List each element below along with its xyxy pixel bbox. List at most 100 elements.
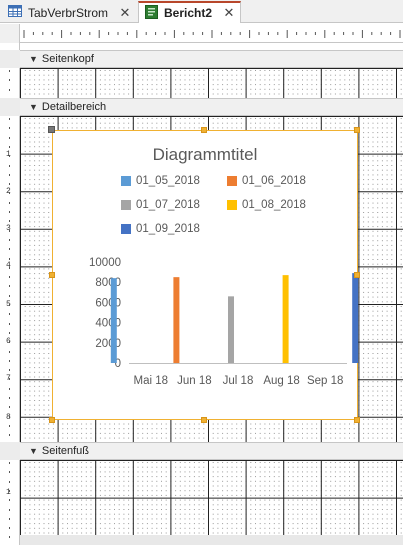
grid-dot bbox=[302, 74, 303, 76]
tab-bericht2[interactable]: Bericht2 ✕ bbox=[138, 1, 241, 23]
grid-dot bbox=[48, 235, 50, 237]
grid-dot bbox=[29, 93, 31, 95]
grid-dot bbox=[306, 93, 308, 95]
ruler-number: 7 bbox=[6, 374, 11, 383]
grid-dot bbox=[292, 127, 294, 129]
grid-dot bbox=[38, 183, 40, 185]
grid-dot bbox=[302, 423, 303, 425]
grid-dot bbox=[400, 84, 402, 86]
grid-dot bbox=[146, 127, 148, 129]
close-icon[interactable]: ✕ bbox=[223, 5, 235, 20]
grid-dot bbox=[306, 432, 308, 434]
grid-dot bbox=[62, 79, 64, 81]
grid-dot bbox=[52, 432, 54, 434]
grid-dot bbox=[128, 88, 130, 90]
ruler-tick bbox=[9, 462, 10, 464]
grid-dot bbox=[330, 79, 332, 81]
grid-dot bbox=[29, 432, 31, 434]
grid-dot bbox=[29, 381, 31, 383]
grid-dot bbox=[29, 136, 31, 138]
grid-dot bbox=[278, 127, 280, 129]
grid-dot bbox=[306, 437, 308, 439]
grid-dot bbox=[34, 230, 36, 232]
grid-dot bbox=[264, 88, 266, 90]
section-bar-detail[interactable]: ▼ Detailbereich bbox=[20, 98, 403, 116]
grid-dot bbox=[34, 150, 36, 152]
grid-dot bbox=[29, 118, 31, 119]
grid-dot bbox=[43, 216, 45, 218]
grid-dot bbox=[316, 93, 318, 95]
grid-dot bbox=[62, 432, 64, 434]
grid-dot bbox=[85, 70, 87, 71]
grid-dot bbox=[24, 212, 26, 213]
grid-dot bbox=[175, 93, 177, 95]
grid-dot bbox=[184, 118, 186, 119]
page-header-grid[interactable] bbox=[20, 68, 403, 98]
grid-dot bbox=[38, 259, 40, 260]
grid-dot bbox=[193, 122, 195, 124]
grid-dot bbox=[24, 79, 26, 81]
grid-dot bbox=[372, 79, 374, 81]
tab-tabverbrstrom[interactable]: TabVerbrStrom ✕ bbox=[2, 2, 136, 23]
grid-dot bbox=[240, 84, 242, 86]
grid-dot bbox=[250, 122, 252, 124]
grid-dot bbox=[240, 127, 242, 129]
grid-dot bbox=[24, 127, 26, 129]
ruler-tick bbox=[9, 173, 10, 176]
grid-dot bbox=[146, 79, 148, 81]
grid-dot bbox=[104, 127, 106, 129]
grid-dot bbox=[52, 79, 54, 81]
grid-dot bbox=[189, 127, 191, 129]
table-icon bbox=[8, 5, 22, 20]
grid-dot bbox=[386, 88, 388, 90]
grid-dot bbox=[363, 79, 365, 81]
grid-dot bbox=[29, 291, 31, 293]
grid-dot bbox=[255, 118, 256, 119]
ruler-tick bbox=[9, 322, 10, 325]
grid-dot bbox=[43, 367, 45, 369]
grid-dot bbox=[316, 79, 318, 81]
vertical-ruler[interactable]: 123456781 bbox=[0, 43, 20, 545]
grid-dot bbox=[306, 88, 308, 90]
grid-dot bbox=[43, 202, 45, 204]
ruler-corner[interactable] bbox=[0, 24, 20, 43]
grid-dot bbox=[330, 70, 332, 71]
grid-dot bbox=[146, 74, 148, 76]
ruler-tick bbox=[9, 508, 10, 511]
grid-dot bbox=[62, 118, 64, 119]
grid-dot bbox=[29, 301, 31, 303]
grid-dot bbox=[297, 437, 299, 439]
grid-dot bbox=[146, 432, 148, 434]
close-icon[interactable]: ✕ bbox=[119, 4, 131, 20]
grid-dot bbox=[38, 315, 40, 317]
grid-dot bbox=[278, 437, 280, 439]
grid-dot bbox=[71, 432, 73, 434]
grid-dot bbox=[38, 385, 40, 387]
section-arrow-icon: ▼ bbox=[29, 54, 38, 64]
grid-dot bbox=[381, 84, 383, 86]
ruler-number: 8 bbox=[6, 413, 11, 422]
ruler-tick bbox=[9, 313, 10, 316]
grid-dot bbox=[34, 240, 36, 242]
grid-dot bbox=[24, 160, 26, 162]
grid-dot bbox=[34, 277, 36, 279]
horizontal-ruler[interactable] bbox=[0, 24, 403, 43]
grid-dot bbox=[48, 277, 50, 279]
grid-dot bbox=[43, 221, 45, 223]
grid-dot bbox=[226, 437, 228, 439]
grid-dot bbox=[236, 122, 238, 124]
grid-dot bbox=[302, 118, 303, 119]
grid-dot bbox=[297, 70, 299, 71]
section-bar-page-header[interactable]: ▼ Seitenkopf bbox=[20, 50, 403, 68]
grid-dot bbox=[217, 122, 219, 124]
grid-dot bbox=[48, 146, 50, 148]
grid-dot bbox=[29, 74, 31, 76]
grid-dot bbox=[118, 74, 120, 76]
grid-dot bbox=[90, 118, 92, 119]
ruler-tick bbox=[9, 424, 10, 427]
grid-dot bbox=[43, 301, 45, 303]
grid-dot bbox=[306, 84, 308, 86]
grid-dot bbox=[62, 127, 64, 129]
grid-dot bbox=[24, 230, 26, 232]
grid-dot bbox=[34, 136, 36, 138]
